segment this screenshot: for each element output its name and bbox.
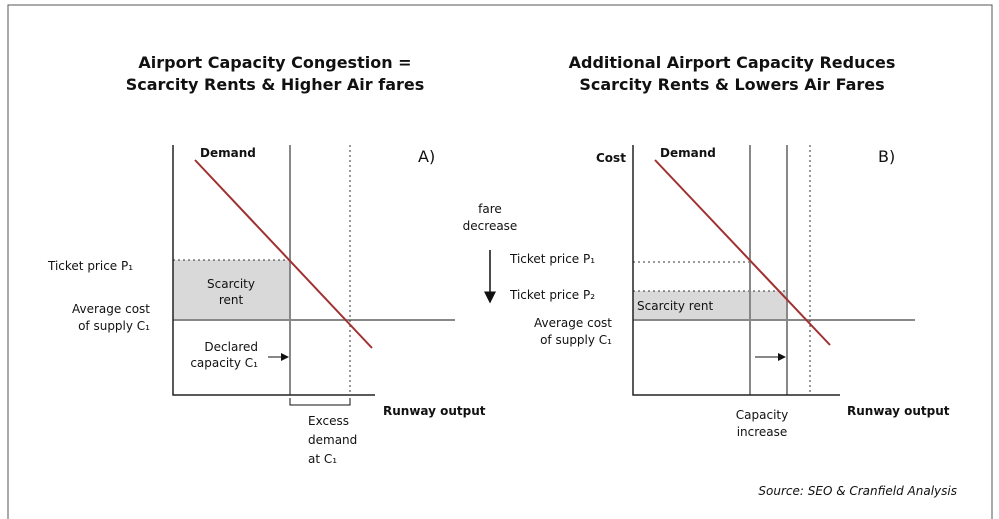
text-line: of supply C₁ — [540, 333, 612, 347]
text-line: Additional Airport Capacity Reduces — [569, 53, 896, 72]
text-line: Scarcity Rents & Lowers Air Fares — [579, 75, 884, 94]
demand-line — [654, 159, 831, 346]
excess-label: Excess demand at C₁ — [308, 414, 357, 466]
bracket — [289, 398, 351, 406]
declared-label: Declared capacity C₁ — [190, 340, 258, 370]
demand-label: Demand — [200, 146, 256, 160]
text-line: Capacity — [736, 408, 788, 422]
axes — [632, 145, 840, 396]
right-title: Additional Airport Capacity Reduces Scarc… — [569, 53, 896, 94]
x-axis-label: Runway output — [383, 404, 486, 418]
scarcity-area — [173, 260, 290, 320]
capacity-increase-label: Capacity increase — [736, 408, 788, 439]
source: Source: SEO & Cranfield Analysis — [758, 484, 957, 498]
panel-label: B) — [878, 147, 895, 166]
text-line: of supply C₁ — [78, 319, 150, 333]
text-line: capacity C₁ — [190, 356, 258, 370]
text-line: Scarcity Rents & Higher Air fares — [126, 75, 425, 94]
demand-label: Demand — [660, 146, 716, 160]
panel-label: A) — [418, 147, 435, 166]
left-title: Airport Capacity Congestion = Scarcity Re… — [126, 53, 425, 94]
text-line: Airport Capacity Congestion = — [138, 53, 411, 72]
text-line: increase — [737, 425, 788, 439]
text-line: Average cost — [534, 316, 612, 330]
text-line: demand — [308, 433, 357, 447]
fare-decrease-label: fare decrease — [463, 202, 518, 233]
text-line: rent — [219, 293, 244, 307]
axes — [172, 145, 375, 396]
cost-label: Average cost of supply C₁ — [72, 302, 150, 333]
text-line: Scarcity — [207, 277, 255, 291]
ticket-price-label: Ticket price P₂ — [509, 288, 595, 302]
text-line: Average cost — [72, 302, 150, 316]
scarcity-label: Scarcity rent — [637, 299, 713, 313]
x-axis-label: Runway output — [847, 404, 950, 418]
cost-axis-label: Cost — [596, 151, 626, 165]
text-line: decrease — [463, 219, 518, 233]
text-line: at C₁ — [308, 452, 337, 466]
demand-line — [194, 159, 373, 349]
text-line: fare — [478, 202, 502, 216]
cost-label: Average cost of supply C₁ — [534, 316, 612, 347]
frame — [7, 4, 993, 519]
text-line: Declared — [204, 340, 258, 354]
ticket-price-label: Ticket price P₁ — [47, 259, 133, 273]
text-line: Excess — [308, 414, 349, 428]
scarcity-area — [633, 291, 787, 320]
ticket-price-label: Ticket price P₁ — [509, 252, 595, 266]
scarcity-label: Scarcity rent — [207, 277, 255, 307]
